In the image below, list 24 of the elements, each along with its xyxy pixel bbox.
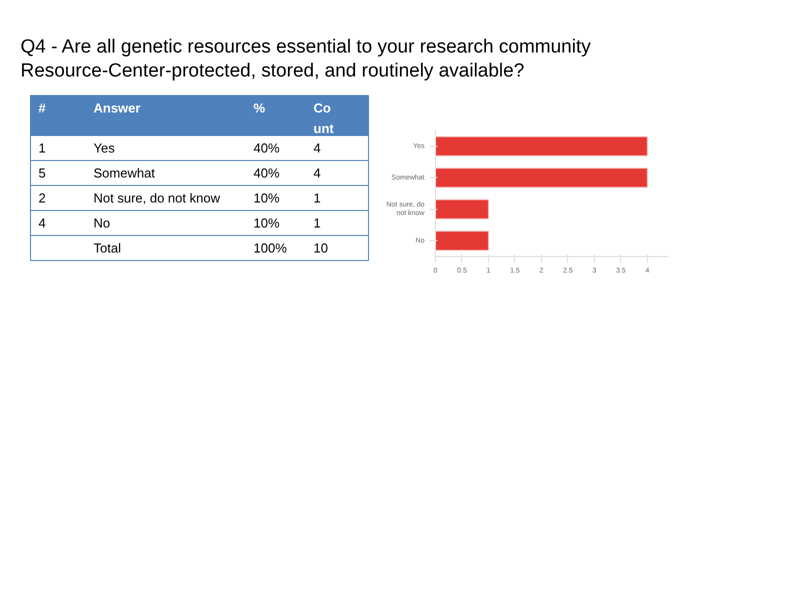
text: Q4 - Are all genetic resources essential to your research community Resource-Center-protected, stored, and routinely available? xyxy=(20,36,592,82)
text: % xyxy=(254,100,266,116)
text: 100% xyxy=(254,240,288,256)
text: 40% xyxy=(254,140,280,156)
text: 1 xyxy=(314,190,321,206)
text: No xyxy=(94,216,110,230)
text: Not sure, do not know xyxy=(94,190,221,206)
text: # xyxy=(38,100,46,116)
text: 1 xyxy=(314,216,321,230)
text: 1 xyxy=(38,140,46,156)
text: 4 xyxy=(38,216,46,230)
text: Somewhat xyxy=(94,166,156,180)
text: 4 xyxy=(314,166,321,180)
text: Yes xyxy=(94,140,116,156)
text: 5 xyxy=(38,166,46,180)
text: 2 xyxy=(38,190,46,206)
text: 40% xyxy=(254,166,280,180)
text: 10 xyxy=(314,240,328,256)
text: Answer xyxy=(94,100,140,116)
text: 10% xyxy=(254,216,280,230)
text: Total xyxy=(94,240,122,256)
text: Co unt xyxy=(314,100,334,136)
text: 4 xyxy=(314,140,321,156)
text: 10% xyxy=(254,190,280,206)
